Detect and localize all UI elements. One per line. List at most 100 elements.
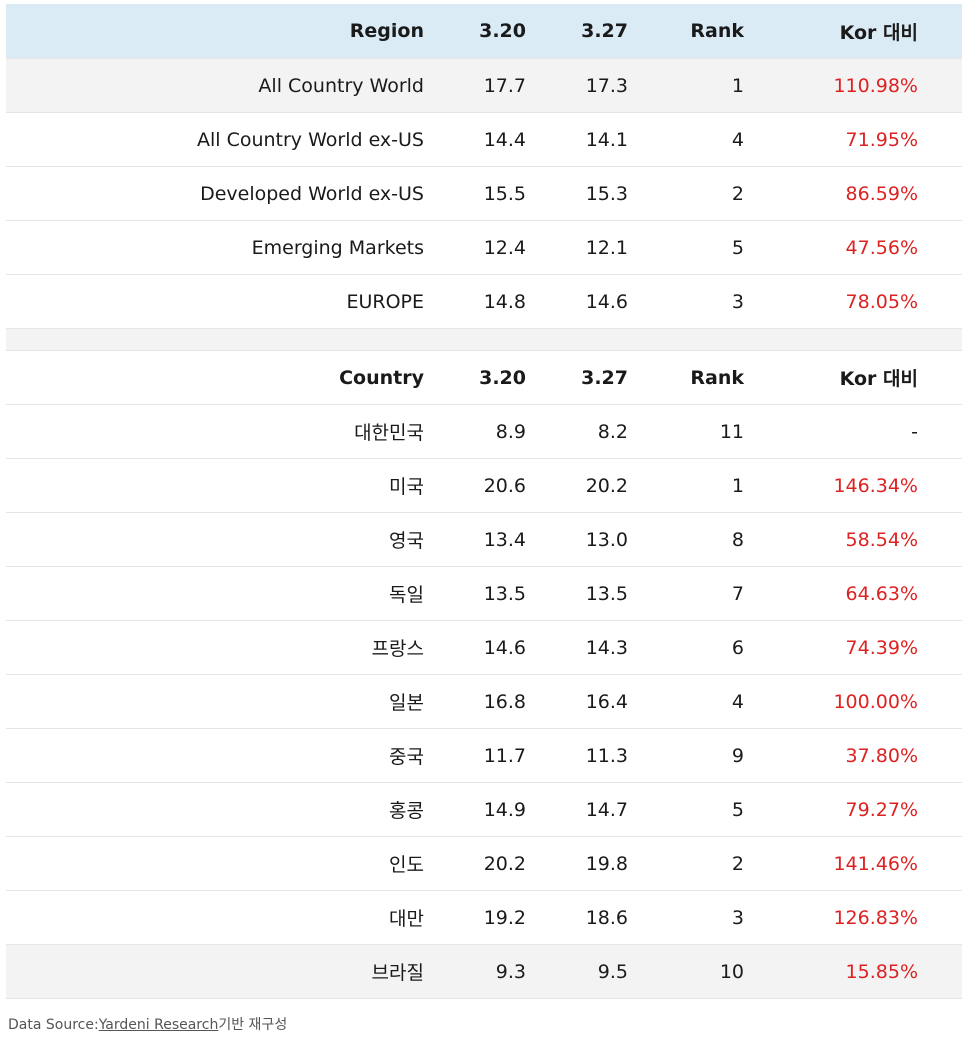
row-kor-ratio: 58.54% — [744, 512, 918, 567]
row-value-3-27: 11.3 — [526, 728, 628, 783]
row-kor-ratio: 47.56% — [744, 220, 918, 275]
row-value-3-27: 17.3 — [526, 58, 628, 113]
row-value-3-20: 12.4 — [424, 220, 526, 275]
source-prefix: Data Source: — [8, 1017, 99, 1033]
row-kor-ratio: 71.95% — [744, 112, 918, 167]
table-row: 브라질 9.3 9.5 10 15.85% — [6, 944, 962, 999]
row-name: Emerging Markets — [6, 220, 424, 275]
row-value-3-20: 20.6 — [424, 458, 526, 513]
data-source-note: Data Source:Yardeni Research기반 재구성 — [8, 1014, 287, 1034]
row-pad — [918, 58, 962, 113]
row-rank: 3 — [628, 890, 744, 945]
pe-table: Region 3.20 3.27 Rank Kor 대비 All Country… — [6, 4, 962, 999]
row-value-3-27: 19.8 — [526, 836, 628, 891]
row-value-3-20: 19.2 — [424, 890, 526, 945]
row-value-3-20: 8.9 — [424, 404, 526, 459]
row-value-3-20: 13.5 — [424, 566, 526, 621]
row-value-3-27: 16.4 — [526, 674, 628, 729]
row-value-3-20: 11.7 — [424, 728, 526, 783]
row-name: 중국 — [6, 728, 424, 783]
country-header-date1: 3.20 — [424, 350, 526, 405]
table-row: 프랑스 14.6 14.3 6 74.39% — [6, 620, 962, 675]
row-value-3-27: 15.3 — [526, 166, 628, 221]
row-pad — [918, 404, 962, 459]
row-rank: 7 — [628, 566, 744, 621]
section-spacer — [6, 328, 962, 351]
row-rank: 1 — [628, 458, 744, 513]
row-kor-ratio: 146.34% — [744, 458, 918, 513]
table-row: 중국 11.7 11.3 9 37.80% — [6, 728, 962, 783]
row-rank: 9 — [628, 728, 744, 783]
row-kor-ratio: 141.46% — [744, 836, 918, 891]
region-header-row: Region 3.20 3.27 Rank Kor 대비 — [6, 4, 962, 59]
table-row: 대한민국 8.9 8.2 11- — [6, 404, 962, 459]
table-row: 인도 20.2 19.8 2 141.46% — [6, 836, 962, 891]
row-value-3-20: 17.7 — [424, 58, 526, 113]
row-name: 대한민국 — [6, 404, 424, 459]
row-pad — [918, 782, 962, 837]
row-kor-ratio: 86.59% — [744, 166, 918, 221]
row-rank: 5 — [628, 220, 744, 275]
row-name: 프랑스 — [6, 620, 424, 675]
row-pad — [918, 112, 962, 167]
region-header-rank: Rank — [628, 4, 744, 59]
row-rank: 2 — [628, 166, 744, 221]
row-name: 독일 — [6, 566, 424, 621]
row-value-3-27: 18.6 — [526, 890, 628, 945]
table-row: EUROPE 14.8 14.6 3 78.05% — [6, 274, 962, 329]
row-value-3-27: 9.5 — [526, 944, 628, 999]
region-header-name: Region — [6, 4, 424, 59]
row-kor-ratio: 126.83% — [744, 890, 918, 945]
row-name: 미국 — [6, 458, 424, 513]
table-row: 영국 13.4 13.0 8 58.54% — [6, 512, 962, 567]
table-row: Developed World ex-US 15.5 15.3 2 86.59% — [6, 166, 962, 221]
row-value-3-27: 14.3 — [526, 620, 628, 675]
row-pad — [918, 220, 962, 275]
row-pad — [918, 674, 962, 729]
row-kor-ratio: - — [744, 404, 918, 459]
row-value-3-27: 20.2 — [526, 458, 628, 513]
row-pad — [918, 890, 962, 945]
row-pad — [918, 566, 962, 621]
source-link[interactable]: Yardeni Research — [98, 1017, 219, 1033]
row-pad — [918, 728, 962, 783]
table-row: All Country World ex-US 14.4 14.1 4 71.95% — [6, 112, 962, 167]
row-name: 대만 — [6, 890, 424, 945]
row-value-3-27: 13.0 — [526, 512, 628, 567]
header-pad — [918, 350, 962, 405]
row-pad — [918, 944, 962, 999]
row-name: Developed World ex-US — [6, 166, 424, 221]
row-kor-ratio: 37.80% — [744, 728, 918, 783]
row-value-3-20: 14.9 — [424, 782, 526, 837]
row-value-3-27: 14.6 — [526, 274, 628, 329]
row-pad — [918, 836, 962, 891]
country-header-kor: Kor 대비 — [744, 350, 918, 405]
row-rank: 4 — [628, 674, 744, 729]
country-header-rank: Rank — [628, 350, 744, 405]
row-value-3-20: 14.8 — [424, 274, 526, 329]
row-rank: 1 — [628, 58, 744, 113]
row-name: 영국 — [6, 512, 424, 567]
spacer-cell — [6, 328, 962, 351]
source-suffix: 기반 재구성 — [218, 1017, 288, 1033]
row-value-3-20: 9.3 — [424, 944, 526, 999]
row-rank: 4 — [628, 112, 744, 167]
row-value-3-20: 16.8 — [424, 674, 526, 729]
row-kor-ratio: 100.00% — [744, 674, 918, 729]
row-pad — [918, 458, 962, 513]
row-name: 인도 — [6, 836, 424, 891]
row-value-3-20: 15.5 — [424, 166, 526, 221]
row-value-3-20: 14.6 — [424, 620, 526, 675]
row-pad — [918, 166, 962, 221]
country-header-row: Country 3.20 3.27 Rank Kor 대비 — [6, 350, 962, 405]
table-row: 홍콩 14.9 14.7 5 79.27% — [6, 782, 962, 837]
region-header-date1: 3.20 — [424, 4, 526, 59]
row-kor-ratio: 79.27% — [744, 782, 918, 837]
row-name: 브라질 — [6, 944, 424, 999]
row-name: 일본 — [6, 674, 424, 729]
row-kor-ratio: 110.98% — [744, 58, 918, 113]
row-rank: 8 — [628, 512, 744, 567]
row-kor-ratio: 74.39% — [744, 620, 918, 675]
row-value-3-27: 12.1 — [526, 220, 628, 275]
row-value-3-27: 8.2 — [526, 404, 628, 459]
